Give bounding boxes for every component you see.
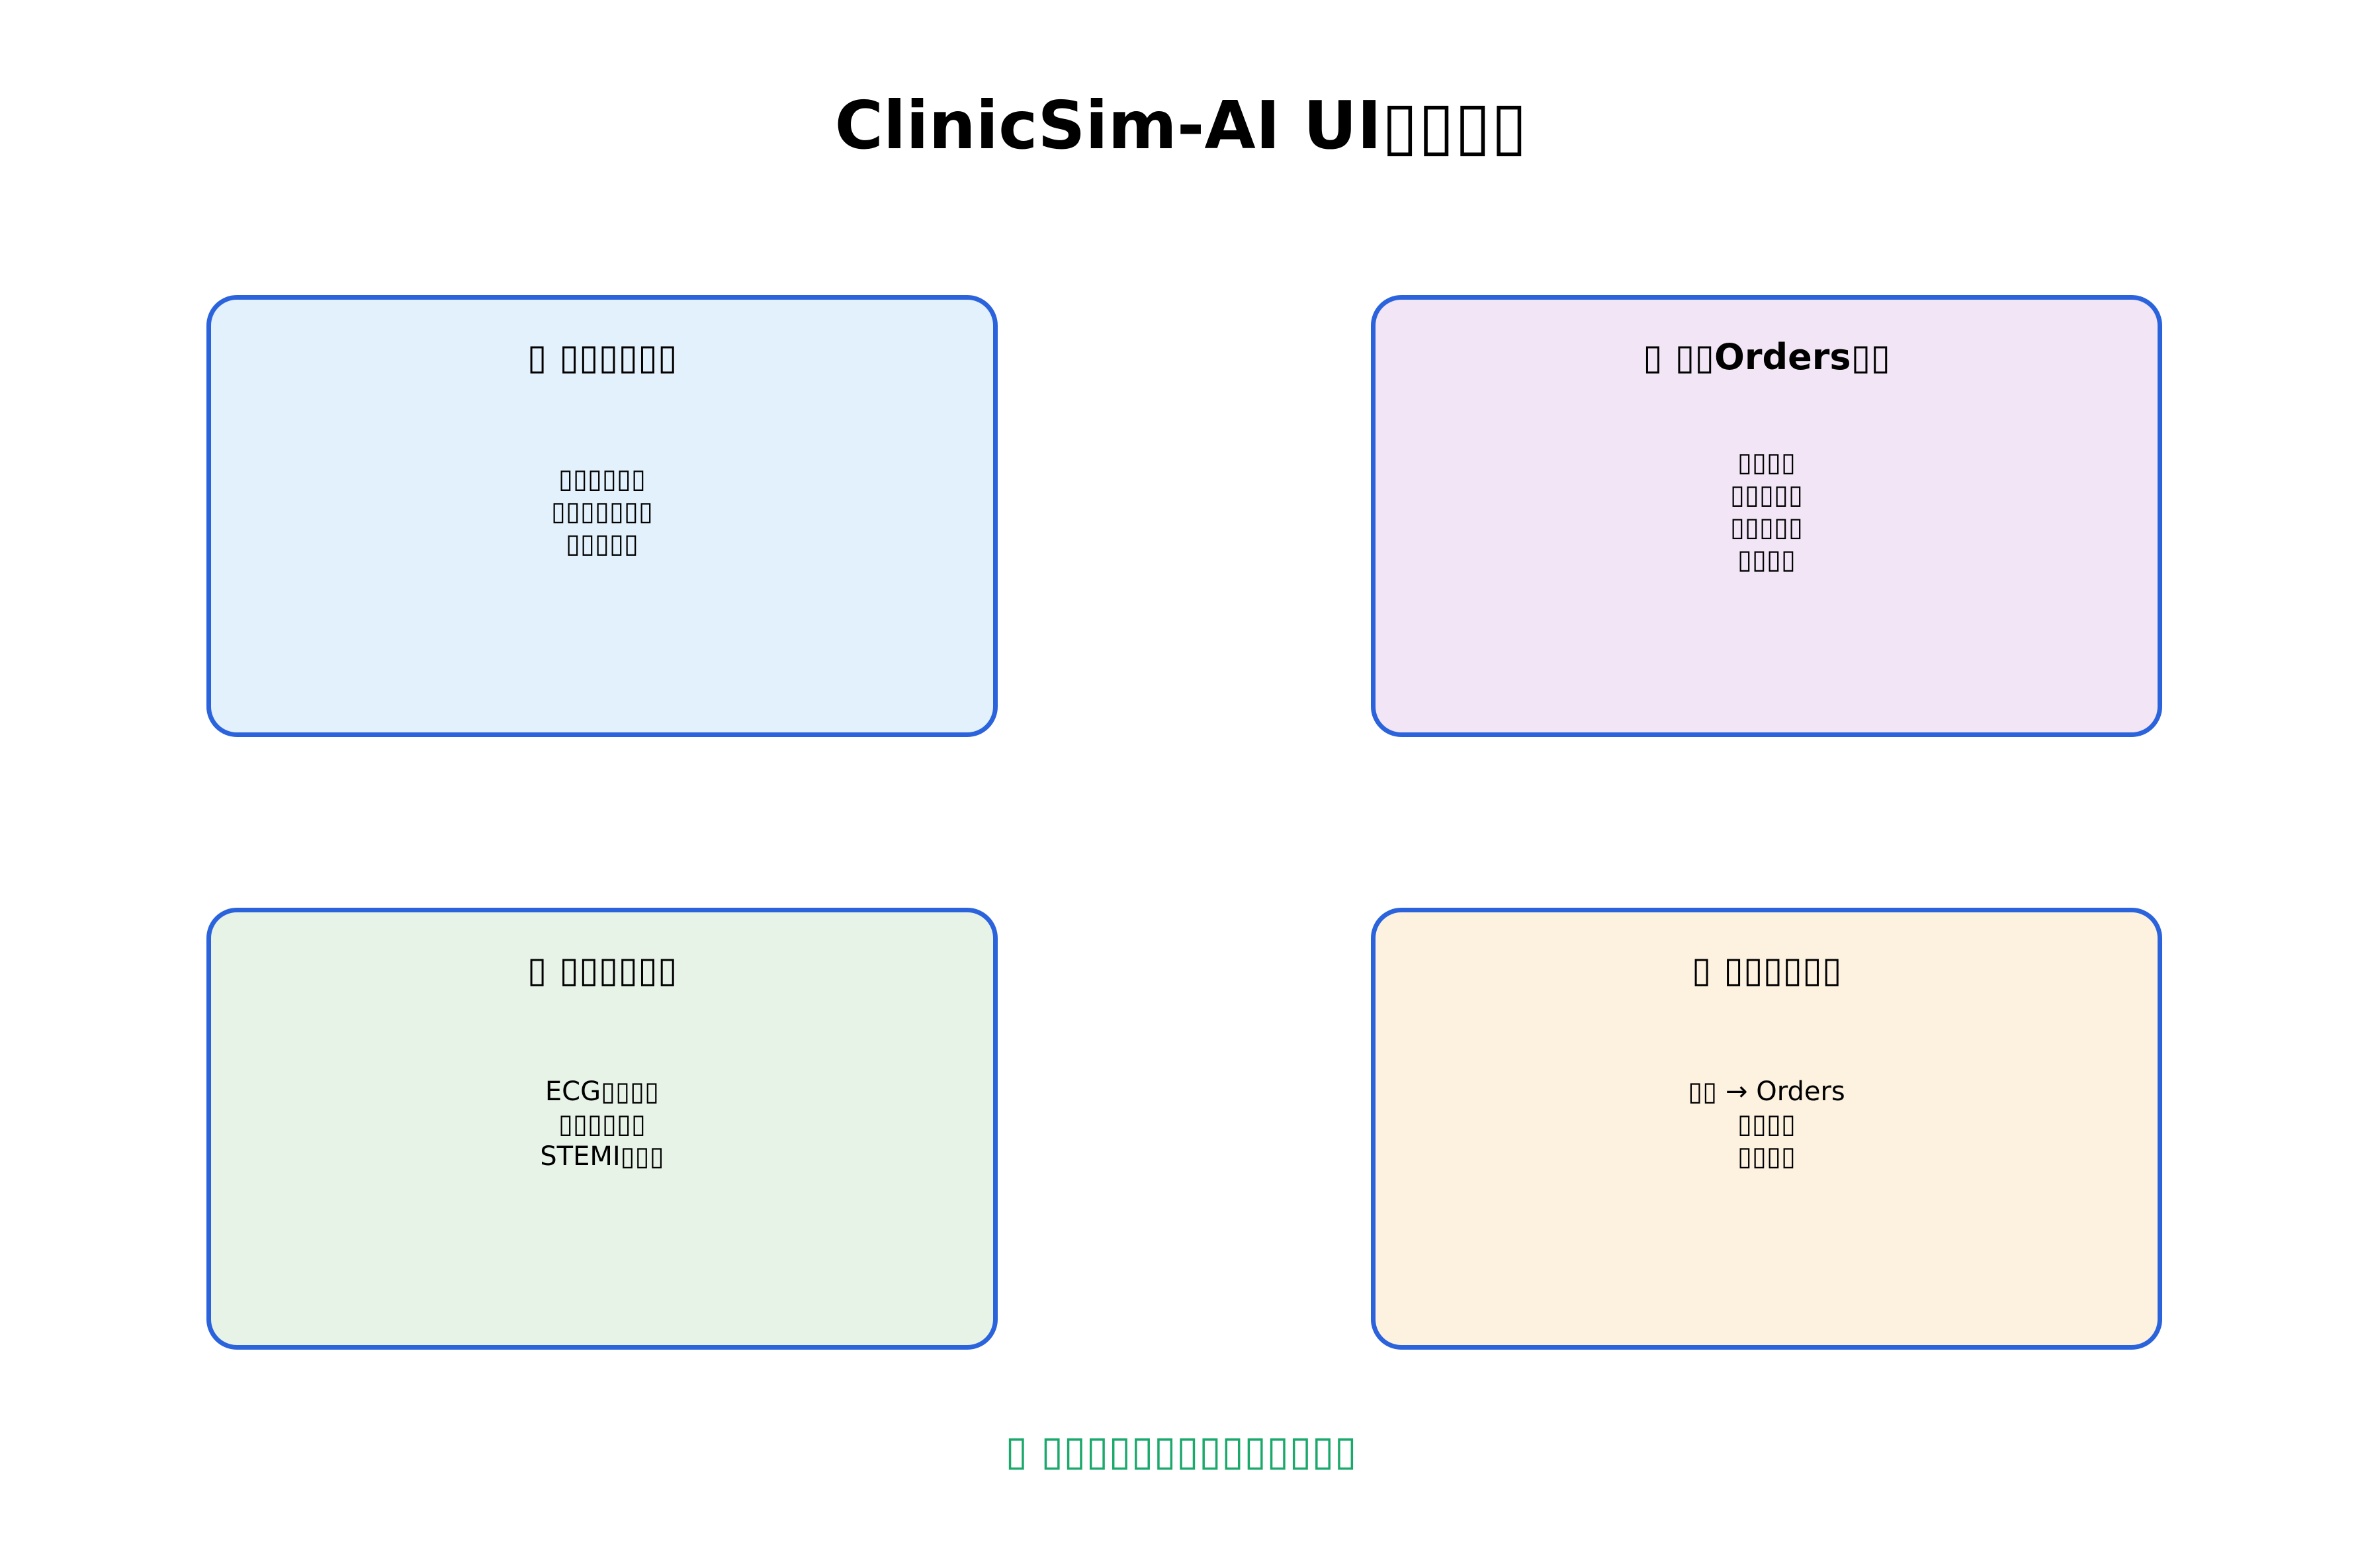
panel-top-right: ▯ ▯▯Orders▯▯ ▯▯▯▯ ▯▯▯▯▯ ▯▯▯▯▯ ▯▯▯▯ bbox=[1371, 295, 2162, 737]
panel-line: ▯▯▯▯ bbox=[1737, 544, 1796, 575]
panel-title: ▯ ▯▯Orders▯▯ bbox=[1643, 336, 1890, 378]
panel-body: ▯▯▯▯▯▯ ▯▯▯▯▯▯▯ ▯▯▯▯▯ bbox=[211, 463, 993, 560]
panel-bottom-right: ▯ ▯▯▯▯▯▯ ▯▯ → Orders ▯▯▯▯ ▯▯▯▯ bbox=[1371, 908, 2162, 1350]
panel-body: ▯▯ → Orders ▯▯▯▯ ▯▯▯▯ bbox=[1376, 1076, 2158, 1173]
panel-line: ▯▯ → Orders bbox=[1688, 1076, 1845, 1107]
panel-line: STEMI▯▯▯ bbox=[540, 1141, 664, 1172]
panel-body: ECG▯▯▯▯ ▯▯▯▯▯▯ STEMI▯▯▯ bbox=[211, 1076, 993, 1173]
panel-line: ▯▯▯▯ bbox=[1737, 1141, 1796, 1172]
panel-line: ▯▯▯▯ bbox=[1737, 447, 1796, 478]
panel-line: ▯▯▯▯▯ bbox=[565, 529, 639, 559]
panel-line: ▯▯▯▯▯ bbox=[1729, 480, 1804, 510]
panel-line: ▯▯▯▯▯ bbox=[1729, 512, 1804, 543]
panel-line: ▯▯▯▯▯▯ bbox=[558, 1109, 646, 1139]
panel-line: ▯▯▯▯ bbox=[1737, 1109, 1796, 1139]
panel-bottom-left: ▯ ▯▯▯▯▯▯ ECG▯▯▯▯ ▯▯▯▯▯▯ STEMI▯▯▯ bbox=[206, 908, 998, 1350]
panel-line: ECG▯▯▯▯ bbox=[545, 1076, 660, 1107]
panel-title: ▯ ▯▯▯▯▯▯ bbox=[527, 336, 678, 378]
panel-line: ▯▯▯▯▯▯ bbox=[558, 464, 646, 494]
panel-title: ▯ ▯▯▯▯▯▯ bbox=[527, 949, 678, 990]
panel-body: ▯▯▯▯ ▯▯▯▯▯ ▯▯▯▯▯ ▯▯▯▯ bbox=[1376, 447, 2158, 576]
footer-note: ▯ ▯▯▯▯▯▯▯▯▯▯▯▯▯▯ bbox=[1005, 1426, 1357, 1475]
panel-title: ▯ ▯▯▯▯▯▯ bbox=[1691, 949, 1842, 990]
panel-top-left: ▯ ▯▯▯▯▯▯ ▯▯▯▯▯▯ ▯▯▯▯▯▯▯ ▯▯▯▯▯ bbox=[206, 295, 998, 737]
panel-line: ▯▯▯▯▯▯▯ bbox=[550, 496, 654, 527]
page-title: ClinicSim-AI UI▯▯▯▯ bbox=[834, 87, 1528, 164]
